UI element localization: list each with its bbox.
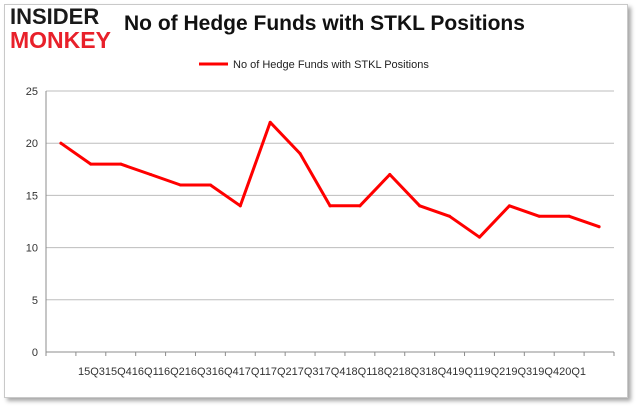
insider-monkey-logo: INSIDER MONKEY bbox=[10, 6, 118, 54]
data-point bbox=[89, 162, 93, 166]
data-point bbox=[418, 204, 422, 208]
data-point bbox=[358, 204, 362, 208]
y-tick-label: 0 bbox=[32, 347, 38, 359]
data-point bbox=[537, 214, 541, 218]
series-line bbox=[59, 120, 601, 239]
axes bbox=[45, 91, 614, 353]
series-layer bbox=[59, 120, 601, 239]
y-axis-ticks: 0 5 10 15 20 25 bbox=[26, 86, 38, 359]
data-point bbox=[149, 173, 153, 177]
data-point bbox=[388, 173, 392, 177]
data-point bbox=[477, 235, 481, 239]
chart-frame bbox=[4, 4, 628, 398]
data-point bbox=[59, 141, 63, 145]
y-tick-label: 10 bbox=[26, 243, 38, 255]
data-point bbox=[119, 162, 123, 166]
data-point bbox=[179, 183, 183, 187]
data-point bbox=[567, 214, 571, 218]
logo-line-2: MONKEY bbox=[10, 27, 111, 53]
legend: No of Hedge Funds with STKL Positions bbox=[199, 59, 429, 71]
data-point bbox=[448, 214, 452, 218]
y-tick-label: 20 bbox=[26, 138, 38, 150]
data-point bbox=[328, 204, 332, 208]
data-point bbox=[238, 204, 242, 208]
data-point bbox=[597, 225, 601, 229]
y-tick-label: 5 bbox=[32, 295, 38, 307]
y-tick-label: 15 bbox=[26, 190, 38, 202]
data-point bbox=[268, 120, 272, 124]
x-axis-ticks: 15Q315Q416Q116Q216Q316Q417Q117Q217Q317Q4… bbox=[45, 352, 615, 378]
data-point bbox=[507, 204, 511, 208]
chart-title: No of Hedge Funds with STKL Positions bbox=[124, 12, 525, 35]
y-tick-label: 25 bbox=[26, 86, 38, 98]
data-point bbox=[298, 152, 302, 156]
data-point bbox=[208, 183, 212, 187]
legend-label: No of Hedge Funds with STKL Positions bbox=[233, 59, 429, 71]
logo-line-1: INSIDER bbox=[10, 4, 100, 29]
x-tick-labels: 15Q315Q416Q116Q216Q316Q417Q117Q217Q317Q4… bbox=[78, 366, 586, 378]
grid-lines bbox=[46, 90, 614, 301]
